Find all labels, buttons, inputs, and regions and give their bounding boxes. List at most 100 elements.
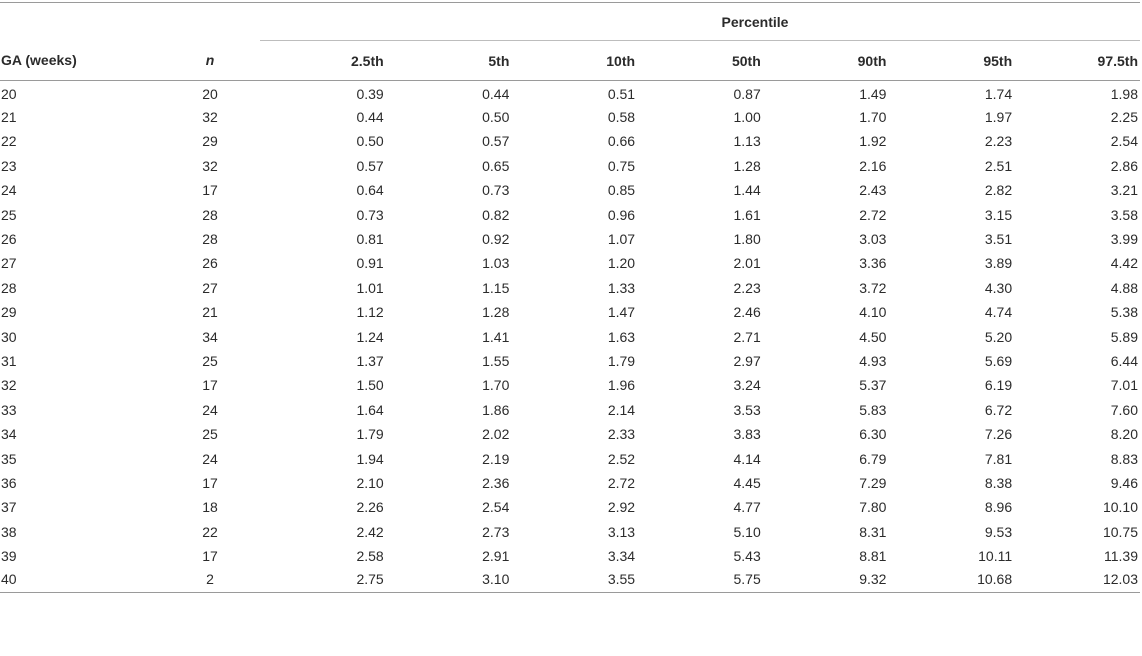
cell-90th: 1.92 <box>859 133 887 150</box>
table-row: 27 26 0.91 1.03 1.20 2.01 3.36 3.89 4.42 <box>0 251 1140 275</box>
cell-97-5th: 7.01 <box>1110 377 1138 394</box>
cell-10th: 2.72 <box>607 474 636 491</box>
cell-95th: 5.20 <box>984 328 1013 345</box>
cell-2-5th: 0.73 <box>356 206 384 223</box>
table-row: 40 2 2.75 3.10 3.55 5.75 9.32 10.68 12.03 <box>0 568 1140 593</box>
cell-95th: 10.68 <box>977 570 1013 587</box>
cell-97-5th: 8.83 <box>1110 450 1138 467</box>
cell-10th: 2.33 <box>607 426 636 443</box>
cell-ga: 28 <box>1 279 17 296</box>
cell-ga: 25 <box>1 206 17 223</box>
cell-10th: 1.33 <box>607 279 636 296</box>
cell-5th: 2.19 <box>482 450 510 467</box>
cell-50th: 3.24 <box>733 377 761 394</box>
cell-50th: 2.71 <box>733 328 761 345</box>
cell-n: 27 <box>202 279 218 296</box>
cell-5th: 1.41 <box>482 328 510 345</box>
cell-90th: 4.93 <box>859 352 887 369</box>
cell-10th: 0.75 <box>607 157 636 174</box>
cell-5th: 2.54 <box>482 499 510 516</box>
column-header-95th: 95th <box>983 52 1013 69</box>
cell-50th: 2.23 <box>733 279 761 296</box>
cell-10th: 3.34 <box>607 548 636 565</box>
cell-97-5th: 12.03 <box>1102 570 1138 587</box>
cell-50th: 2.97 <box>733 352 761 369</box>
cell-n: 28 <box>202 206 218 223</box>
table-row: 20 20 0.39 0.44 0.51 0.87 1.49 1.74 1.98 <box>0 81 1140 105</box>
cell-95th: 8.38 <box>984 474 1013 491</box>
cell-2-5th: 0.57 <box>356 157 384 174</box>
cell-5th: 1.70 <box>482 377 510 394</box>
cell-10th: 1.20 <box>607 255 636 272</box>
cell-10th: 1.79 <box>607 352 636 369</box>
cell-2-5th: 0.44 <box>356 109 384 126</box>
table-row: 22 29 0.50 0.57 0.66 1.13 1.92 2.23 2.54 <box>0 129 1140 153</box>
cell-2-5th: 2.26 <box>356 499 384 516</box>
cell-5th: 1.28 <box>482 304 510 321</box>
header-row-group: Percentile <box>0 2 1140 41</box>
cell-10th: 1.96 <box>607 377 636 394</box>
cell-5th: 2.91 <box>482 548 510 565</box>
header-spacer <box>160 3 260 41</box>
cell-95th: 4.74 <box>984 304 1013 321</box>
cell-10th: 3.13 <box>607 523 636 540</box>
table-body: 20 20 0.39 0.44 0.51 0.87 1.49 1.74 1.98 21 32 0.44… <box>0 81 1140 593</box>
cell-90th: 3.36 <box>859 255 887 272</box>
cell-2-5th: 1.64 <box>356 401 384 418</box>
cell-10th: 0.96 <box>607 206 636 223</box>
cell-ga: 26 <box>1 231 17 248</box>
table-row: 26 28 0.81 0.92 1.07 1.80 3.03 3.51 3.99 <box>0 227 1140 251</box>
cell-10th: 0.51 <box>607 86 636 103</box>
cell-50th: 0.87 <box>733 86 761 103</box>
cell-ga: 37 <box>1 499 17 516</box>
cell-2-5th: 0.39 <box>356 86 384 103</box>
cell-ga: 29 <box>1 304 17 321</box>
cell-97-5th: 8.20 <box>1110 426 1138 443</box>
cell-90th: 2.43 <box>859 182 887 199</box>
cell-2-5th: 1.24 <box>356 328 384 345</box>
cell-ga: 30 <box>1 328 17 345</box>
cell-ga: 21 <box>1 109 17 126</box>
cell-50th: 4.45 <box>733 474 761 491</box>
cell-10th: 1.63 <box>607 328 636 345</box>
table-row: 30 34 1.24 1.41 1.63 2.71 4.50 5.20 5.89 <box>0 324 1140 348</box>
cell-2-5th: 0.91 <box>356 255 384 272</box>
table-row: 38 22 2.42 2.73 3.13 5.10 8.31 9.53 10.75 <box>0 520 1140 544</box>
cell-5th: 0.50 <box>482 109 510 126</box>
cell-5th: 1.15 <box>482 279 510 296</box>
column-header-10th: 10th <box>606 52 636 69</box>
header-spacer <box>0 3 160 41</box>
cell-50th: 4.14 <box>733 450 761 467</box>
cell-90th: 4.50 <box>859 328 887 345</box>
cell-97-5th: 1.98 <box>1110 86 1138 103</box>
cell-90th: 2.72 <box>859 206 887 223</box>
cell-97-5th: 4.88 <box>1110 279 1138 296</box>
cell-95th: 3.51 <box>984 231 1013 248</box>
column-header-ga: GA (weeks) <box>1 52 77 69</box>
cell-50th: 5.75 <box>733 570 761 587</box>
cell-50th: 1.28 <box>733 157 761 174</box>
cell-ga: 40 <box>1 570 17 587</box>
cell-n: 34 <box>202 328 218 345</box>
cell-95th: 6.19 <box>984 377 1013 394</box>
cell-95th: 2.51 <box>984 157 1013 174</box>
cell-5th: 0.65 <box>482 157 510 174</box>
cell-2-5th: 1.12 <box>356 304 384 321</box>
cell-90th: 8.81 <box>859 548 887 565</box>
cell-95th: 3.89 <box>984 255 1013 272</box>
cell-97-5th: 2.54 <box>1110 133 1138 150</box>
cell-ga: 33 <box>1 401 17 418</box>
cell-90th: 5.37 <box>859 377 887 394</box>
cell-95th: 1.74 <box>984 86 1013 103</box>
cell-2-5th: 2.58 <box>356 548 384 565</box>
cell-95th: 7.26 <box>984 426 1013 443</box>
cell-97-5th: 3.21 <box>1110 182 1138 199</box>
cell-n: 2 <box>206 570 214 587</box>
cell-90th: 6.79 <box>859 450 887 467</box>
cell-50th: 1.13 <box>733 133 761 150</box>
cell-ga: 39 <box>1 548 17 565</box>
cell-n: 17 <box>202 474 218 491</box>
cell-90th: 1.49 <box>859 86 887 103</box>
cell-10th: 0.66 <box>607 133 636 150</box>
